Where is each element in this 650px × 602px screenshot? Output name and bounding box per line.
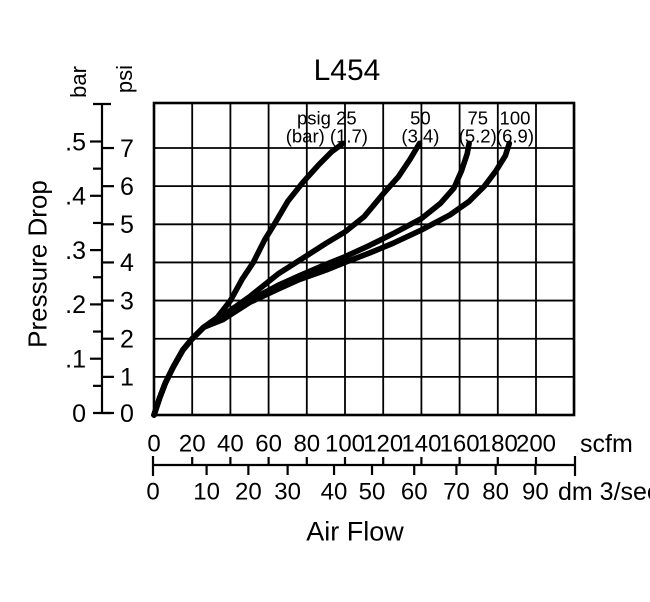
bar-tick-label: .4	[65, 183, 86, 211]
curve-label-line2: (6.9)	[496, 125, 534, 146]
dm-tick-label: 70	[443, 478, 470, 505]
dm-tick-label: 20	[235, 478, 262, 505]
scfm-tick-label: 60	[255, 430, 282, 457]
bar-tick-label: .2	[65, 291, 86, 319]
psi-tick-label: 1	[120, 364, 134, 392]
dm-tick-label: 40	[321, 478, 348, 505]
dm-tick-label: 60	[401, 478, 428, 505]
dm-unit-label: dm 3/sec	[558, 478, 650, 506]
y-axis-ruler: 0 .1 .2 .3 .4 .5 0 1 2 3 4 5 6 7	[65, 102, 134, 428]
dm-tick-label: 10	[193, 478, 220, 505]
curve-label-line1: psig 25	[297, 107, 357, 128]
bar-tick-label: .5	[65, 128, 86, 156]
scfm-tick-label: 160	[440, 430, 480, 457]
curve-25-psig	[151, 140, 346, 418]
scfm-tick-label: 180	[478, 430, 518, 457]
curve-labels: psig 25(bar) (1.7) 50(3.4) 75(5.2)100(6.9)	[286, 107, 534, 146]
dm-tick-label: 50	[359, 478, 386, 505]
psi-tick-label: 3	[120, 287, 134, 315]
psi-tick-label: 7	[120, 135, 134, 163]
bar-tick-label: 0	[72, 400, 86, 428]
curve-label-line1: 50	[410, 107, 431, 128]
scfm-tick-label: 140	[401, 430, 441, 457]
curve-label-line2: (5.2)	[459, 125, 497, 146]
scfm-unit-label: scfm	[580, 430, 633, 458]
scfm-tick-label: 20	[179, 430, 206, 457]
dm-tick-label: 90	[522, 478, 549, 505]
scfm-tick-label: 40	[217, 430, 244, 457]
psi-tick-label: 2	[120, 325, 134, 353]
psi-tick-label: 0	[120, 400, 134, 428]
x-axis-title: Air Flow	[306, 516, 404, 547]
scfm-tick-label: 0	[147, 430, 160, 457]
curve-label-line2: (3.4)	[401, 125, 439, 146]
dm-tick-label: 30	[274, 478, 301, 505]
scfm-tick-label: 120	[363, 430, 403, 457]
curves	[151, 140, 513, 418]
scfm-tick-label: 100	[325, 430, 365, 457]
scfm-tick-label: 80	[293, 430, 320, 457]
dm-tick-label: 0	[146, 478, 159, 505]
bar-tick-label: .3	[65, 237, 86, 265]
plot-border	[152, 101, 576, 417]
curve-100-psig	[151, 140, 513, 418]
grid	[152, 101, 576, 417]
psi-tick-label: 6	[120, 173, 134, 201]
bar-tick-label: .1	[65, 345, 86, 373]
curve-label-line2: (bar) (1.7)	[286, 125, 368, 146]
curve-label-line1: 75	[467, 107, 488, 128]
scfm-tick-label: 200	[516, 430, 556, 457]
chart-title: L454	[313, 54, 381, 87]
curve-label-line1: 100	[500, 107, 531, 128]
psi-tick-label: 5	[120, 211, 134, 239]
dm-tick-label: 80	[482, 478, 509, 505]
psi-tick-label: 4	[120, 249, 134, 277]
